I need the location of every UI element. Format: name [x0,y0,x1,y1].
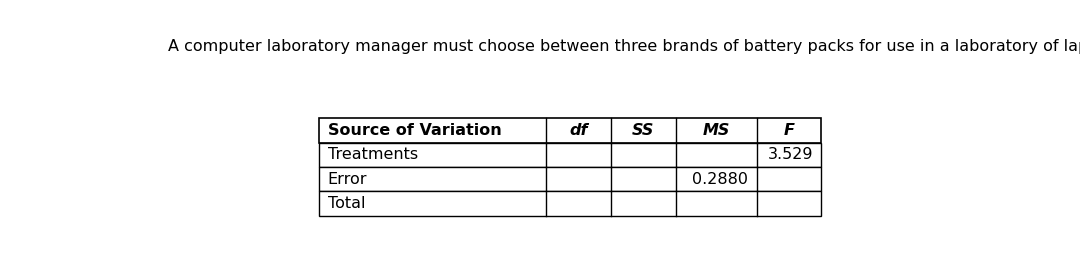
Bar [320,143,821,167]
Text: Total: Total [327,196,365,211]
Text: 3.529: 3.529 [768,147,813,162]
Text: SS: SS [632,123,654,138]
Text: Source of Variation: Source of Variation [327,123,501,138]
Text: df: df [569,123,588,138]
Text: F: F [783,123,795,138]
Text: 0.2880: 0.2880 [692,172,748,187]
Text: A computer laboratory manager must choose between three brands of battery packs : A computer laboratory manager must choos… [168,39,1080,54]
Bar [320,167,821,192]
Bar [320,192,821,216]
Bar [320,118,821,143]
Text: MS: MS [702,123,730,138]
Text: Treatments: Treatments [327,147,418,162]
Text: Error: Error [327,172,367,187]
